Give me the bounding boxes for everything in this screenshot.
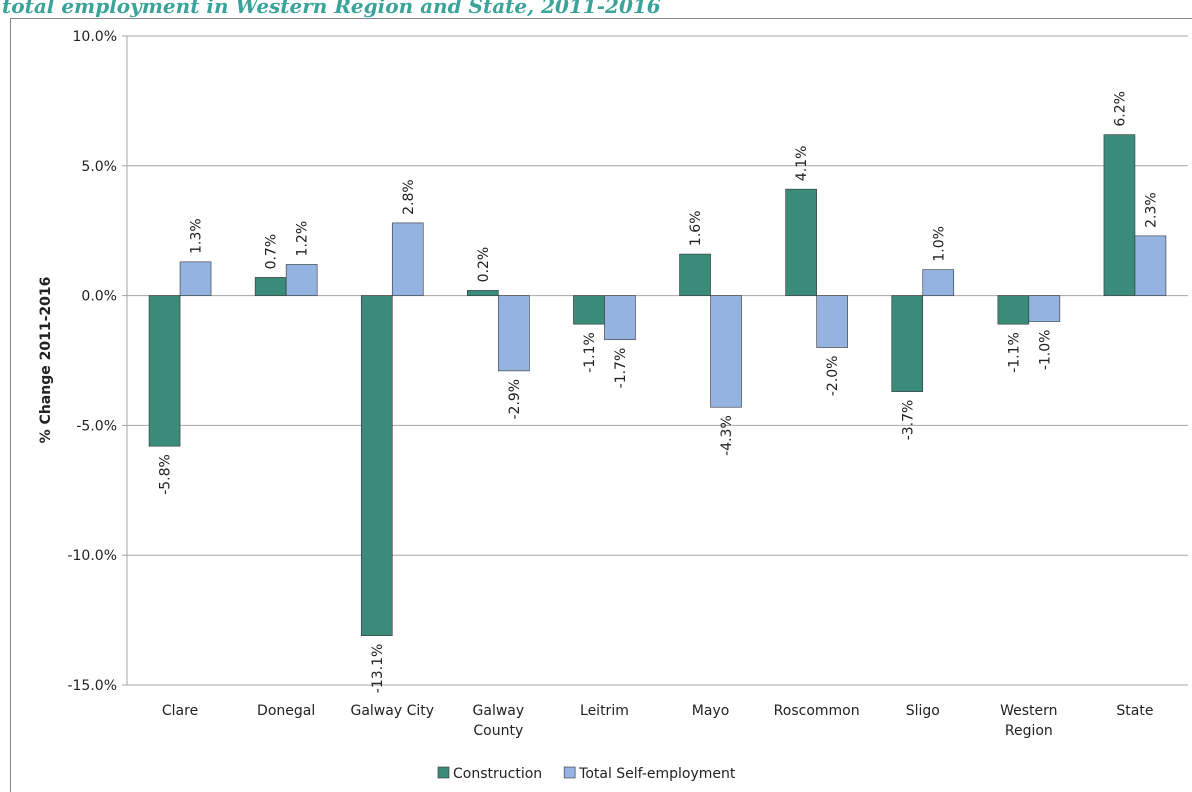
bar — [710, 295, 742, 408]
value-label: 1.6% — [688, 210, 704, 246]
value-label: -1.7% — [613, 348, 629, 389]
value-label: -1.1% — [582, 332, 598, 373]
y-tick-label: -5.0% — [76, 418, 117, 434]
bar — [360, 295, 393, 636]
bar — [997, 295, 1030, 325]
x-tick-label: Sligo — [905, 703, 940, 719]
bar — [604, 295, 636, 341]
legend-label: Total Self-employment — [578, 766, 736, 782]
value-label: -2.0% — [825, 356, 841, 397]
value-label: -3.7% — [900, 400, 916, 441]
value-label: -13.1% — [370, 644, 386, 694]
y-tick-label: 5.0% — [81, 159, 117, 175]
y-tick-label: 0.0% — [81, 289, 117, 305]
value-label: -1.1% — [1006, 332, 1022, 373]
value-label: -5.8% — [158, 454, 174, 495]
x-tick-label: Roscommon — [773, 703, 860, 719]
value-label: 0.2% — [476, 247, 492, 283]
value-label: 1.2% — [295, 221, 311, 257]
x-tick-label: Mayo — [691, 703, 730, 719]
x-tick-label: Donegal — [257, 703, 316, 719]
bar — [573, 295, 605, 325]
value-label: 2.8% — [401, 179, 417, 215]
y-tick-label: -15.0% — [67, 678, 117, 694]
chart-title: total employment in Western Region and S… — [2, 0, 661, 18]
x-tick-label: Galway County — [472, 703, 525, 739]
legend-label: Construction — [453, 766, 542, 782]
bar — [891, 295, 924, 392]
value-label: -4.3% — [719, 415, 735, 456]
bar — [498, 295, 530, 372]
bar — [922, 269, 955, 296]
value-label: 2.3% — [1143, 192, 1159, 228]
value-label: -1.0% — [1037, 330, 1053, 371]
value-label: 1.0% — [931, 226, 947, 262]
x-tick-label: Clare — [161, 703, 199, 719]
value-label: 1.3% — [189, 218, 205, 254]
legend-swatch — [563, 766, 576, 779]
bar — [179, 261, 212, 296]
bar — [816, 295, 848, 348]
y-tick-label: -10.0% — [67, 548, 117, 564]
bar — [254, 277, 287, 296]
x-tick-label: Galway City — [350, 703, 435, 719]
value-label: 6.2% — [1112, 91, 1128, 127]
legend-swatch — [437, 766, 450, 779]
bar — [467, 290, 499, 296]
value-label: 0.7% — [264, 234, 280, 270]
bar — [285, 264, 318, 296]
x-tick-label: Western Region — [1000, 703, 1058, 739]
bar — [391, 222, 424, 296]
y-axis-title: % Change 2011-2016 — [38, 277, 54, 444]
x-tick-label: State — [1116, 703, 1154, 719]
y-tick-label: 10.0% — [73, 29, 117, 45]
bar — [1028, 295, 1061, 322]
x-tick-label: Leitrim — [580, 703, 629, 719]
bar — [785, 188, 817, 296]
value-label: -2.9% — [507, 379, 523, 420]
value-label: 4.1% — [794, 146, 810, 182]
chart-border — [10, 18, 1192, 792]
bar — [1134, 235, 1167, 296]
bar — [148, 295, 181, 447]
bar — [1103, 134, 1136, 296]
bar — [679, 253, 711, 296]
